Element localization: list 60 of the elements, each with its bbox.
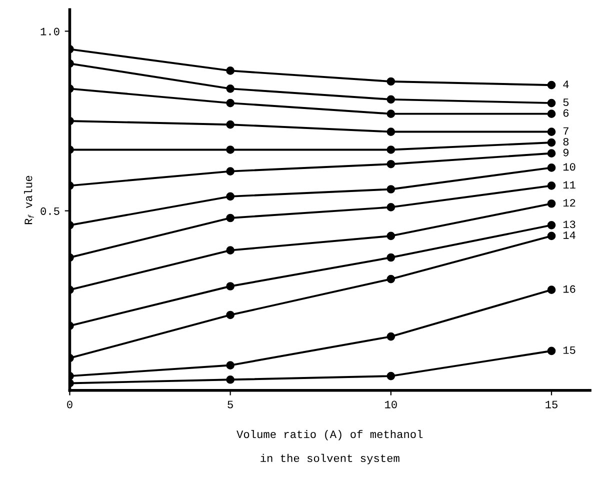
- y-tick-label: 0.5: [40, 207, 60, 215]
- x-tick-label: 15: [546, 400, 558, 408]
- point: [547, 98, 556, 108]
- point: [547, 221, 556, 230]
- point: [386, 95, 396, 104]
- point: [226, 120, 234, 129]
- point: [386, 253, 396, 262]
- point: [226, 146, 234, 154]
- point: [547, 149, 556, 158]
- text: Volume ratio (A) of methanol in the solvent system: [236, 430, 423, 464]
- point: [547, 181, 556, 190]
- y-axis-title: R$_{f}$ value: [24, 176, 34, 224]
- point: [547, 138, 556, 147]
- x-tick-label: 0: [67, 400, 72, 408]
- point: [226, 375, 234, 384]
- point: [226, 246, 234, 254]
- point: [386, 77, 396, 86]
- point: [547, 346, 556, 356]
- point: [547, 286, 556, 294]
- x-tick-label: 5: [228, 400, 233, 408]
- series-label: 11: [563, 181, 576, 189]
- point: [386, 372, 396, 380]
- series-label: 8: [563, 138, 569, 146]
- point: [226, 98, 234, 108]
- point: [226, 66, 234, 75]
- point: [386, 128, 396, 136]
- point: [226, 167, 234, 176]
- point: [226, 192, 234, 201]
- point: [547, 110, 556, 118]
- point: [386, 185, 396, 194]
- point: [386, 274, 396, 284]
- series-label: 14: [563, 232, 576, 239]
- series-label: 7: [563, 127, 568, 135]
- point: [386, 203, 396, 212]
- x-tick-label: 10: [385, 400, 397, 408]
- point: [226, 310, 234, 320]
- point: [547, 164, 556, 172]
- series-label: 12: [563, 199, 576, 206]
- point: [547, 199, 556, 208]
- series-label: 16: [563, 285, 576, 293]
- point: [226, 214, 234, 222]
- series-label: 9: [563, 148, 569, 156]
- point: [226, 282, 234, 290]
- point: [226, 361, 234, 370]
- point: [386, 332, 396, 341]
- series-label: 4: [563, 80, 569, 88]
- point: [547, 232, 556, 240]
- series-label: 13: [563, 220, 576, 228]
- point: [547, 128, 556, 136]
- series-label: 5: [563, 98, 569, 106]
- point: [386, 146, 396, 154]
- series-label: 10: [563, 163, 576, 171]
- y-tick-label: 1.0: [40, 28, 60, 36]
- series-label: 15: [563, 346, 576, 354]
- point: [386, 110, 396, 118]
- point: [547, 80, 556, 90]
- series-label: 6: [563, 109, 569, 117]
- point: [386, 232, 396, 240]
- point: [386, 160, 396, 168]
- point: [226, 84, 234, 93]
